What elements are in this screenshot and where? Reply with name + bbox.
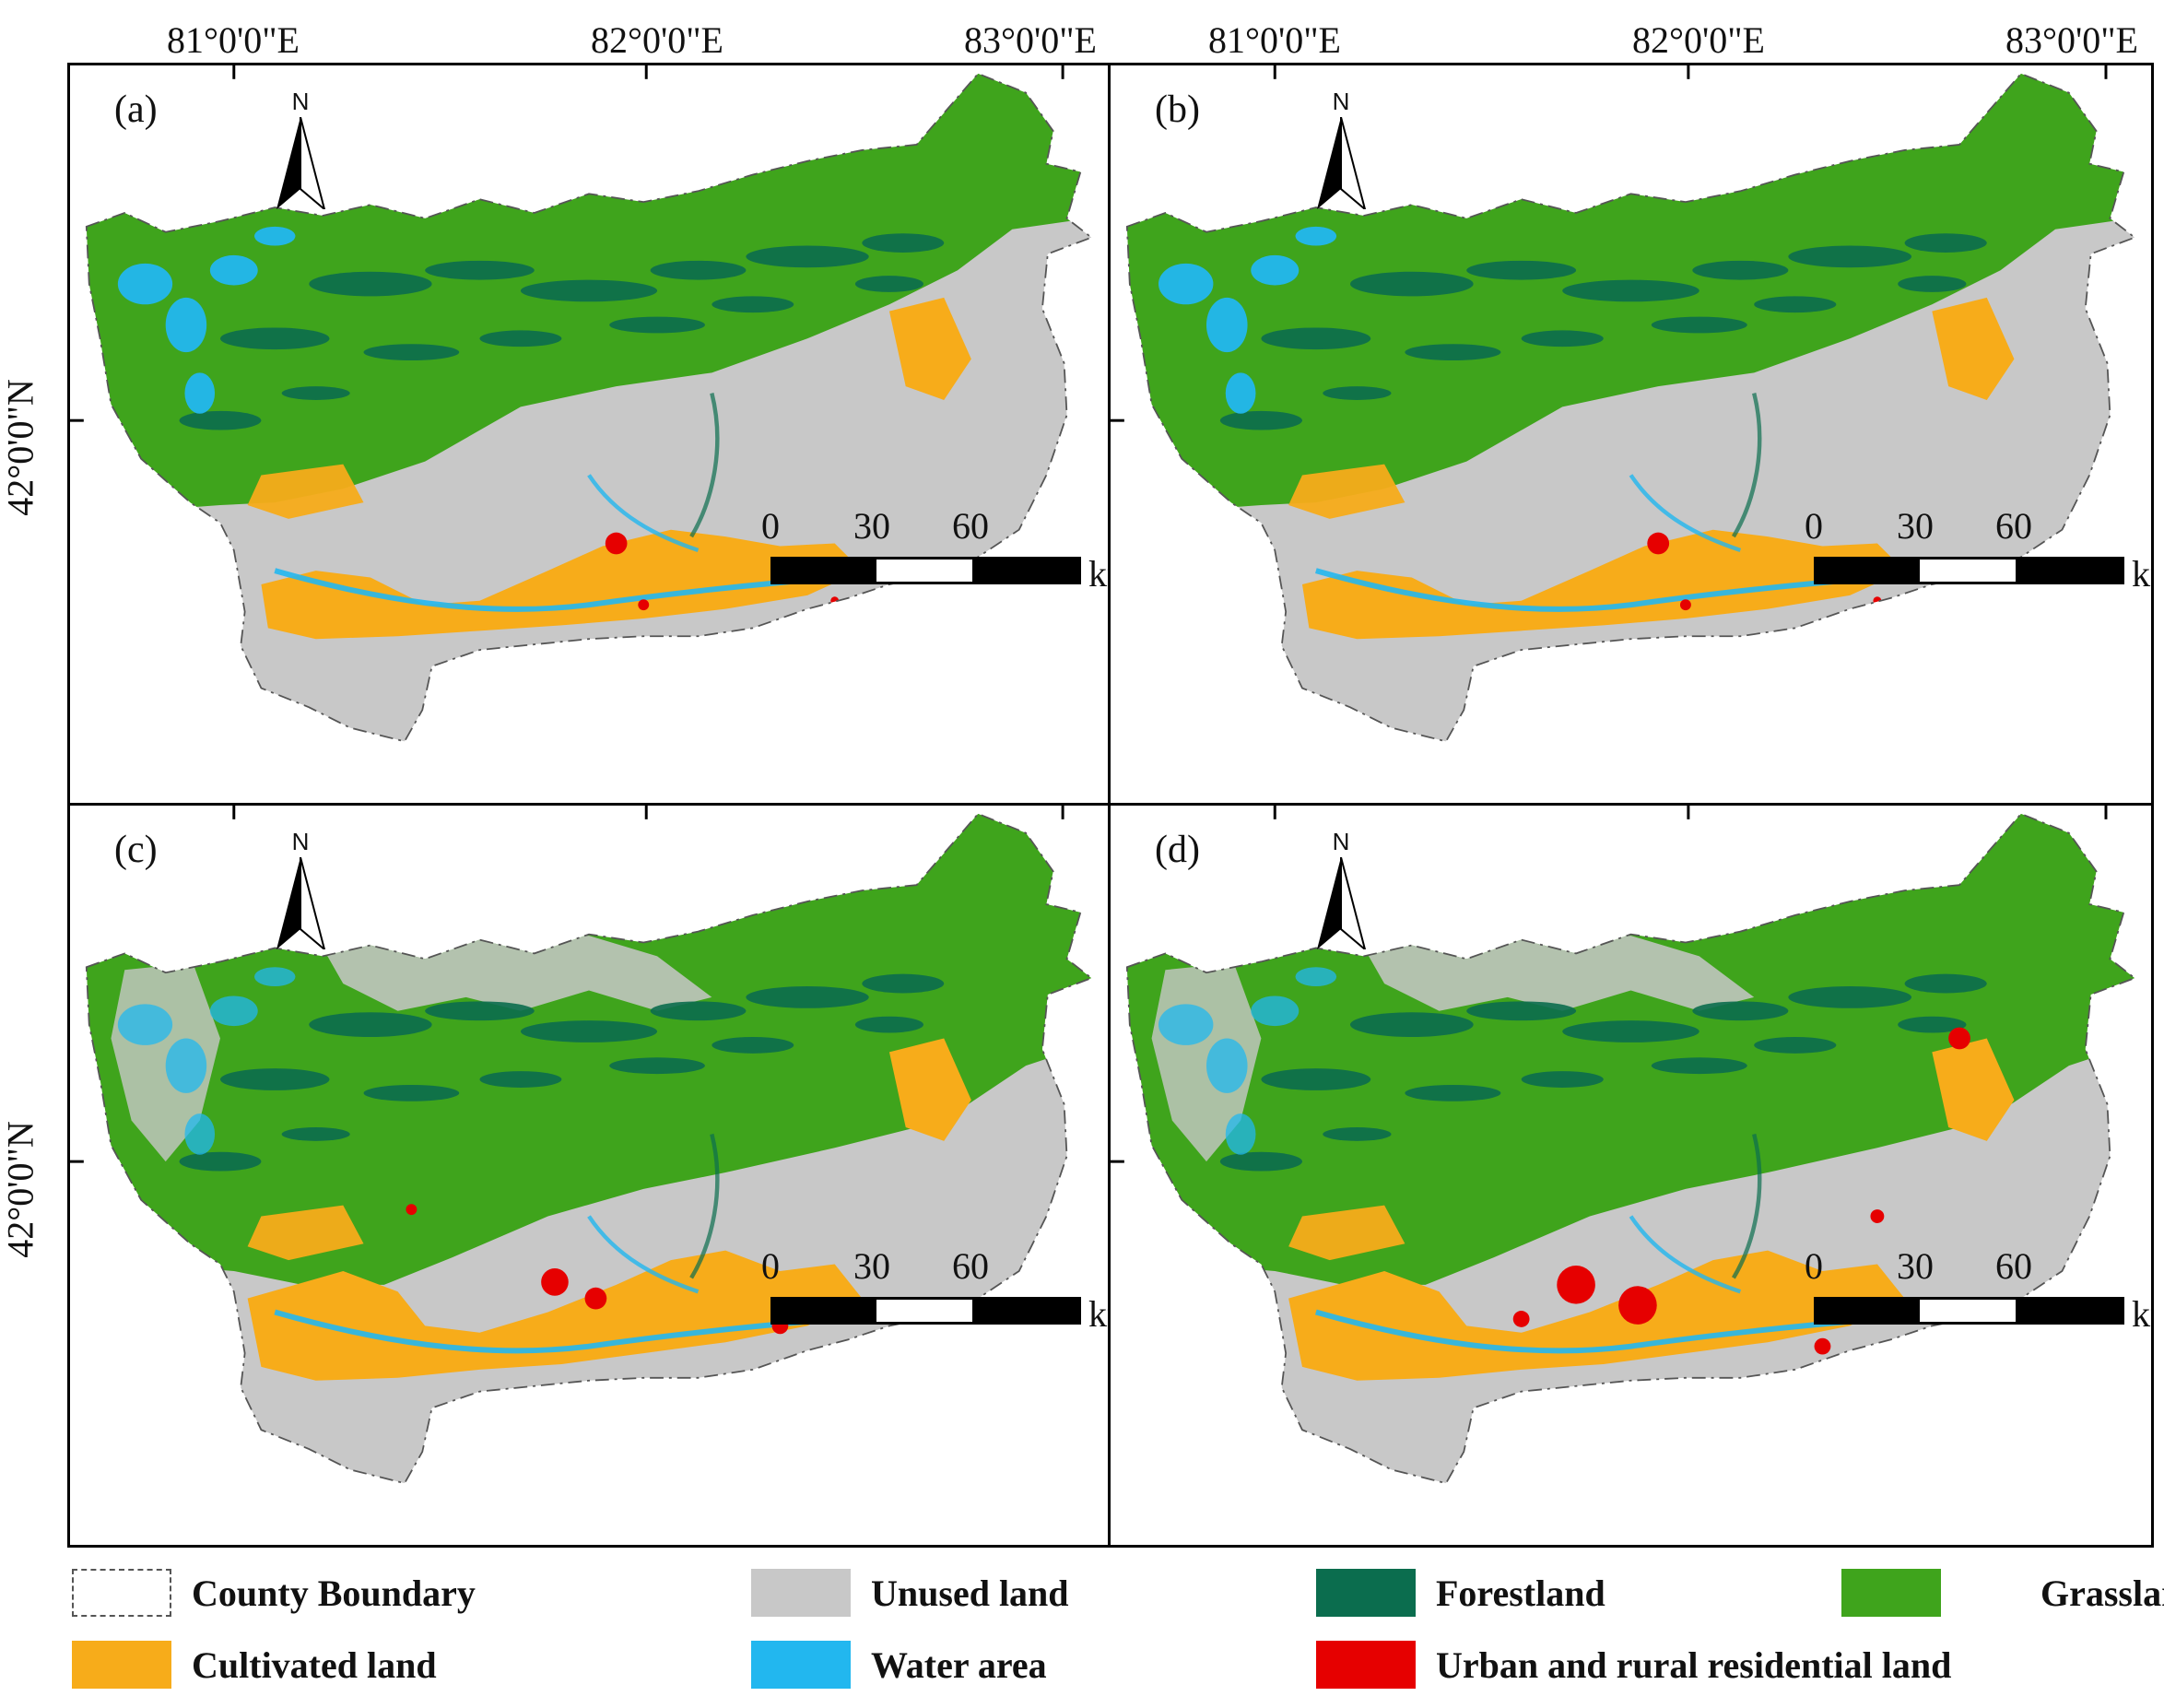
legend-label: County Boundary	[192, 1572, 476, 1614]
scale-segment	[874, 1297, 975, 1325]
legend-swatch-urban	[1316, 1641, 1416, 1689]
longitude-label-82: 82°0'0"E	[591, 19, 723, 61]
legend-cultivated-land: Cultivated land	[72, 1637, 437, 1692]
north-arrow-shape	[1317, 857, 1367, 949]
scale-tick-label: 60	[952, 1245, 989, 1287]
scale-bar: 0 30 60 km	[701, 504, 1108, 596]
scale-tick-label: 0	[1805, 505, 1823, 547]
map-panel-d: (d) N 0 30 60 km	[1108, 803, 2154, 1548]
north-arrow-shape	[276, 857, 326, 949]
scale-tick-label: 0	[1805, 1245, 1823, 1287]
legend-label: Unused land	[871, 1572, 1069, 1614]
legend-county-boundary: County Boundary	[72, 1565, 476, 1620]
latitude-label-top: 42°0'0"N	[0, 379, 41, 516]
scale-tick-label: 30	[1897, 505, 1934, 547]
panel-label: (c)	[114, 829, 158, 871]
legend-unused-land: Unused land	[751, 1565, 1069, 1620]
scale-tick-label: 60	[1995, 1245, 2032, 1287]
legend-label: Cultivated land	[192, 1643, 437, 1686]
scale-tick-label: 0	[761, 505, 780, 547]
scale-unit: km	[1088, 553, 1108, 595]
longitude-label-82-right: 82°0'0"E	[1632, 19, 1765, 61]
scale-tick-label: 60	[1995, 505, 2032, 547]
longitude-label-83-right: 83°0'0"E	[2005, 19, 2138, 61]
panel-label: (b)	[1155, 88, 1200, 131]
legend-label: Grassland	[2041, 1572, 2164, 1614]
legend-swatch-water	[751, 1641, 851, 1689]
scale-segment	[2018, 1297, 2124, 1325]
scale-segment	[975, 1297, 1081, 1325]
legend-water-area: Water area	[751, 1637, 1047, 1692]
scale-segment	[975, 557, 1081, 584]
land-use-map	[1111, 65, 2136, 743]
north-letter: N	[291, 88, 310, 115]
scale-unit: km	[2132, 1293, 2151, 1335]
scale-tick-label: 30	[853, 505, 890, 547]
north-letter: N	[1332, 88, 1350, 115]
scale-tick-label: 30	[853, 1245, 890, 1287]
scale-segment	[770, 557, 874, 584]
north-letter: N	[1332, 828, 1350, 855]
scale-segment	[1917, 557, 2018, 584]
north-arrow-icon: N	[1313, 828, 1369, 949]
legend-swatch-unused	[751, 1569, 851, 1617]
legend-swatch-forest	[1316, 1569, 1416, 1617]
map-panel-a: (a) N 0 30 60 km	[67, 63, 1111, 806]
legend-label: Forestland	[1436, 1572, 1605, 1614]
scale-tick-label: 30	[1897, 1245, 1934, 1287]
scale-segment	[770, 1297, 874, 1325]
map-legend: County Boundary Unused land Forestland G…	[0, 1558, 2164, 1705]
longitude-label-81-right: 81°0'0"E	[1208, 19, 1341, 61]
legend-forestland: Forestland	[1316, 1565, 1605, 1620]
land-use-map	[70, 65, 1094, 743]
land-use-map	[1111, 806, 2136, 1485]
legend-swatch-cultivated	[72, 1641, 171, 1689]
scale-bar: 0 30 60 km	[701, 1244, 1108, 1337]
north-arrow-shape	[276, 117, 326, 209]
panel-label: (d)	[1155, 829, 1200, 871]
scale-segment	[1917, 1297, 2018, 1325]
scale-tick-label: 60	[952, 505, 989, 547]
legend-grassland: Grassland	[1841, 1565, 2164, 1620]
scale-bar: 0 30 60 km	[1745, 504, 2151, 596]
scale-segment	[1814, 1297, 1917, 1325]
north-arrow-shape	[1317, 117, 1367, 209]
scale-segment	[1814, 557, 1917, 584]
scale-segment	[2018, 557, 2124, 584]
map-panel-c: (c) N 0 30 60 km	[67, 803, 1111, 1548]
scale-bar: 0 30 60 km	[1745, 1244, 2151, 1337]
north-arrow-icon: N	[273, 88, 328, 209]
north-arrow-icon: N	[273, 828, 328, 949]
legend-label: Urban and rural residential land	[1436, 1643, 1952, 1686]
scale-tick-label: 0	[761, 1245, 780, 1287]
legend-label: Water area	[871, 1643, 1047, 1686]
legend-swatch-boundary	[72, 1569, 171, 1617]
scale-unit: km	[1088, 1293, 1108, 1335]
map-panel-b: (b) N 0 30 60 km	[1108, 63, 2154, 806]
latitude-label-bottom: 42°0'0"N	[0, 1121, 41, 1258]
scale-segment	[874, 557, 975, 584]
north-arrow-icon: N	[1313, 88, 1369, 209]
panel-label: (a)	[114, 88, 158, 131]
longitude-label-83: 83°0'0"E	[964, 19, 1097, 61]
longitude-label-81: 81°0'0"E	[167, 19, 300, 61]
legend-urban-rural-residential: Urban and rural residential land	[1316, 1637, 1951, 1692]
scale-unit: km	[2132, 553, 2151, 595]
land-use-map	[70, 806, 1094, 1485]
legend-swatch-grassland	[1841, 1569, 1941, 1617]
north-letter: N	[291, 828, 310, 855]
